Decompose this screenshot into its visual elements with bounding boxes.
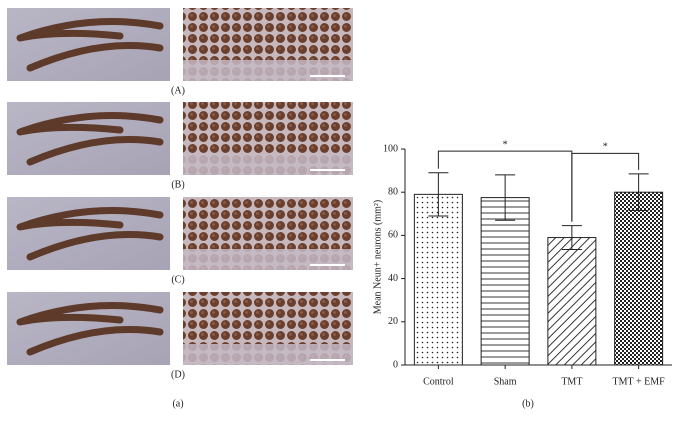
panel-label: (D) [171, 369, 185, 380]
error-bar [628, 173, 649, 212]
y-axis-label: Mean Neun+ neurons (mm²) [372, 200, 383, 314]
chart-caption: (b) [522, 398, 534, 409]
micrograph-bg [183, 154, 353, 175]
micrograph-bg [183, 60, 353, 81]
x-tick-label: Sham [494, 376, 517, 387]
bar [413, 193, 463, 366]
panel-label: (B) [171, 179, 184, 190]
micrograph-bg [183, 344, 353, 365]
y-tick-label: 100 [383, 143, 398, 154]
y-tick-label: 60 [388, 230, 398, 241]
micrographs [7, 8, 353, 365]
significance-label: * [503, 139, 508, 150]
error-bar [428, 172, 449, 217]
y-tick-label: 20 [388, 316, 398, 327]
significance-bracket [571, 152, 640, 222]
x-tick-label: Control [423, 376, 454, 387]
significance-label: * [603, 142, 608, 153]
y-tick-label: 40 [388, 273, 398, 284]
y-tick-label: 80 [388, 186, 398, 197]
x-tick-label: TMT + EMF [613, 376, 666, 387]
error-bar [495, 174, 516, 221]
micrograph-bg [183, 249, 353, 270]
panel-label: (C) [171, 274, 184, 285]
x-tick-label: TMT [561, 376, 582, 387]
y-tick-label: 0 [393, 359, 398, 370]
granule-layer [16, 207, 164, 261]
granule-layer [16, 302, 164, 356]
error-bar [561, 225, 582, 250]
panel-caption: (a) [172, 398, 183, 409]
panel-label: (A) [171, 85, 185, 96]
granule-layer [16, 18, 164, 72]
bar [614, 191, 664, 366]
bar [480, 197, 530, 366]
granule-layer [16, 112, 164, 166]
bar [547, 237, 597, 366]
